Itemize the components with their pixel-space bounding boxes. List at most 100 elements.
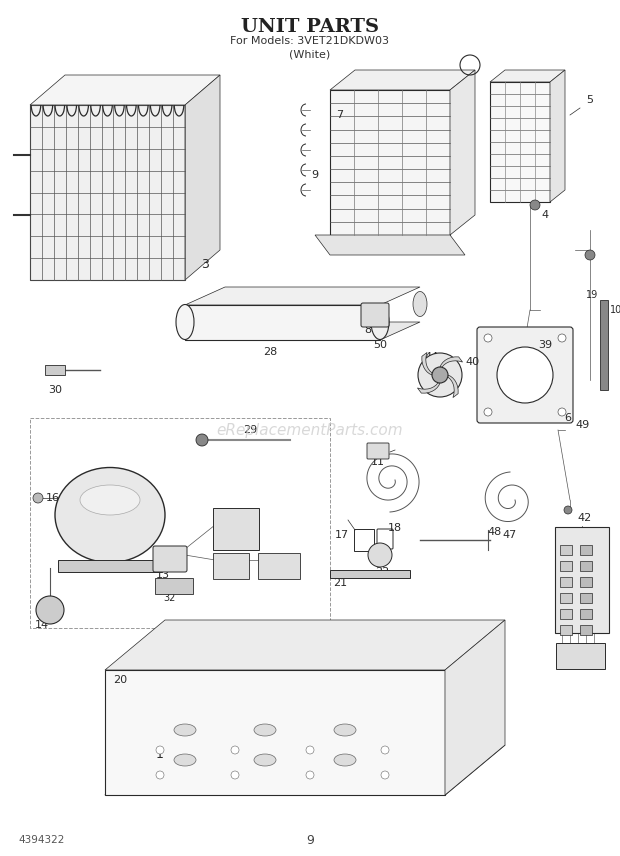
Text: 9: 9 (311, 170, 319, 180)
Text: 29: 29 (243, 425, 257, 435)
Text: 14: 14 (35, 620, 49, 630)
Polygon shape (105, 670, 445, 795)
Bar (45, 365, 65, 375)
Bar (490, 82, 550, 202)
Polygon shape (422, 353, 432, 375)
Text: 4394322: 4394322 (18, 835, 64, 845)
Text: 15: 15 (221, 563, 235, 573)
FancyBboxPatch shape (367, 443, 389, 459)
Ellipse shape (80, 485, 140, 515)
Polygon shape (330, 70, 475, 90)
Bar (560, 561, 572, 571)
Text: 32: 32 (164, 593, 176, 603)
Text: 48: 48 (488, 527, 502, 537)
Text: 21: 21 (333, 578, 347, 588)
Text: 11: 11 (371, 457, 385, 467)
Text: 3: 3 (201, 259, 209, 271)
FancyBboxPatch shape (213, 553, 249, 579)
Bar (30, 418, 330, 628)
Circle shape (231, 771, 239, 779)
Text: 49: 49 (576, 420, 590, 430)
Circle shape (231, 746, 239, 754)
Ellipse shape (176, 305, 194, 340)
Circle shape (36, 596, 64, 624)
Text: 39: 39 (538, 340, 552, 350)
Text: 5: 5 (587, 95, 593, 105)
Circle shape (156, 771, 164, 779)
Bar (58, 560, 162, 572)
Bar (330, 570, 410, 578)
Bar (185, 305, 380, 340)
Ellipse shape (413, 292, 427, 317)
Circle shape (484, 408, 492, 416)
Ellipse shape (55, 467, 165, 562)
Bar (600, 300, 608, 390)
Circle shape (33, 493, 43, 503)
Text: 7: 7 (337, 110, 343, 120)
Circle shape (497, 347, 553, 403)
Text: eReplacementParts.com: eReplacementParts.com (216, 423, 404, 437)
Bar (580, 577, 592, 587)
Text: 38: 38 (273, 570, 287, 580)
Text: For Models: 3VET21DKDW03: For Models: 3VET21DKDW03 (231, 36, 389, 46)
Polygon shape (185, 75, 220, 280)
FancyBboxPatch shape (477, 327, 573, 423)
Text: 43: 43 (443, 365, 457, 375)
FancyBboxPatch shape (556, 643, 605, 669)
Text: 6: 6 (564, 413, 572, 423)
Bar (580, 625, 592, 635)
Bar (560, 577, 572, 587)
Circle shape (418, 353, 462, 397)
Circle shape (368, 543, 392, 567)
Polygon shape (30, 75, 220, 105)
Polygon shape (105, 745, 505, 795)
Ellipse shape (334, 724, 356, 736)
FancyBboxPatch shape (213, 508, 259, 550)
Polygon shape (185, 287, 420, 305)
Ellipse shape (254, 754, 276, 766)
Text: 28: 28 (263, 347, 277, 357)
Text: 10: 10 (610, 305, 620, 315)
Polygon shape (105, 620, 505, 670)
Bar (30, 105, 185, 280)
Circle shape (381, 771, 389, 779)
Text: 47: 47 (503, 530, 517, 540)
Polygon shape (440, 357, 463, 367)
Ellipse shape (254, 724, 276, 736)
Polygon shape (450, 70, 475, 235)
Polygon shape (185, 322, 420, 340)
FancyBboxPatch shape (153, 546, 187, 572)
Polygon shape (445, 620, 505, 795)
Bar (155, 578, 193, 594)
Bar (580, 593, 592, 603)
Text: 16: 16 (46, 493, 60, 503)
FancyBboxPatch shape (361, 303, 389, 327)
Polygon shape (448, 375, 458, 397)
Text: 13: 13 (156, 570, 170, 580)
Text: 17: 17 (335, 530, 349, 540)
Circle shape (585, 250, 595, 260)
Text: 12: 12 (228, 525, 242, 535)
Polygon shape (550, 70, 565, 202)
Circle shape (156, 746, 164, 754)
Circle shape (558, 408, 566, 416)
Text: (White): (White) (290, 49, 330, 59)
Text: 42: 42 (578, 513, 592, 523)
Bar (330, 90, 450, 235)
Text: 30: 30 (48, 385, 62, 395)
FancyBboxPatch shape (258, 553, 300, 579)
Bar (560, 625, 572, 635)
Polygon shape (417, 383, 440, 393)
Circle shape (196, 434, 208, 446)
FancyBboxPatch shape (555, 527, 609, 633)
Polygon shape (315, 235, 465, 255)
Bar (580, 545, 592, 555)
Circle shape (306, 746, 314, 754)
Text: 44: 44 (425, 352, 439, 362)
Circle shape (530, 200, 540, 210)
Ellipse shape (174, 724, 196, 736)
Text: 40: 40 (465, 357, 479, 367)
Circle shape (432, 367, 448, 383)
Bar (580, 609, 592, 619)
Text: 22: 22 (375, 567, 389, 577)
